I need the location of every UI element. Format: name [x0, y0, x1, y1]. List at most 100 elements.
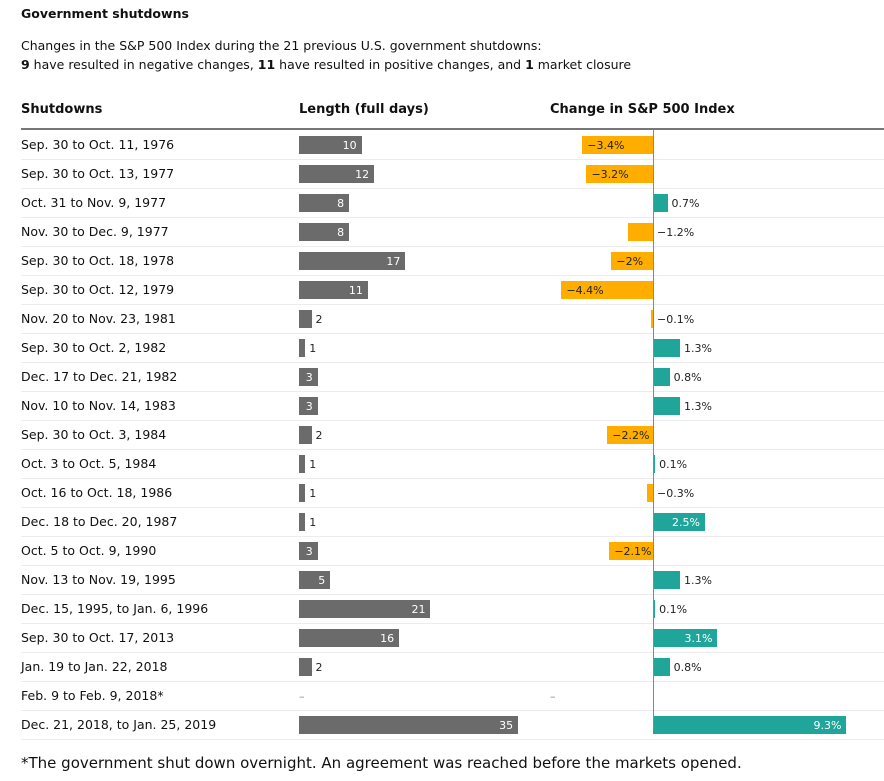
positive-change-bar [653, 571, 681, 589]
subtitle-text: have resulted in negative changes, [29, 57, 258, 72]
length-label: 3 [305, 545, 313, 558]
shutdown-period: Nov. 20 to Nov. 23, 1981 [21, 311, 176, 326]
positive-change-bar [653, 339, 681, 357]
shutdown-period: Dec. 18 to Dec. 20, 1987 [21, 514, 178, 529]
length-bar [299, 310, 312, 328]
table-row: Feb. 9 to Feb. 9, 2018* – – [21, 681, 884, 711]
length-bar: 35 [299, 716, 519, 734]
shutdown-period: Sep. 30 to Oct. 17, 2013 [21, 630, 175, 645]
length-bar [299, 484, 306, 502]
shutdown-period: Sep. 30 to Oct. 2, 1982 [21, 340, 167, 355]
length-label: 21 [411, 603, 426, 616]
change-label: 0.1% [659, 603, 688, 616]
change-label: −0.1% [657, 313, 695, 326]
length-label: 17 [386, 255, 401, 268]
length-label: 8 [337, 197, 345, 210]
length-label: 35 [499, 719, 514, 732]
table-row: Nov. 13 to Nov. 19, 1995 5 1.3% [21, 565, 884, 595]
length-bar [299, 455, 306, 473]
change-label: −0.3% [657, 487, 695, 500]
table-row: Oct. 31 to Nov. 9, 1977 8 0.7% [21, 188, 884, 218]
shutdown-period: Oct. 3 to Oct. 5, 1984 [21, 456, 157, 471]
table-row: Sep. 30 to Oct. 2, 1982 1 1.3% [21, 333, 884, 363]
change-label: −2.2% [612, 429, 650, 442]
change-label: 0.7% [671, 197, 700, 210]
table-row: Dec. 18 to Dec. 20, 1987 1 2.5% [21, 507, 884, 537]
length-label: 10 [342, 139, 357, 152]
zero-line [653, 130, 654, 730]
length-label: 12 [355, 168, 370, 181]
positive-change-bar [653, 600, 656, 618]
change-label: 1.3% [684, 342, 712, 355]
length-bar: 11 [299, 281, 368, 299]
negative-change-bar: −3.4% [582, 136, 653, 154]
positive-change-bar [653, 194, 668, 212]
column-header-length: Length (full days) [299, 102, 429, 117]
change-label: 0.8% [673, 661, 702, 674]
change-label: −2.1% [614, 545, 652, 558]
table-row: Nov. 10 to Nov. 14, 1983 3 1.3% [21, 391, 884, 421]
shutdown-period: Oct. 5 to Oct. 9, 1990 [21, 543, 157, 558]
length-label: 2 [315, 429, 323, 442]
change-label: −3.2% [591, 168, 629, 181]
positive-change-bar: 3.1% [653, 629, 718, 647]
change-label: 1.3% [684, 574, 712, 587]
table-row: Sep. 30 to Oct. 13, 1977 12 −3.2% [21, 159, 884, 189]
length-label: 5 [318, 574, 326, 587]
length-label: 1 [309, 516, 317, 529]
positive-change-bar [653, 368, 670, 386]
negative-change-bar: −2% [611, 252, 653, 270]
shutdown-period: Sep. 30 to Oct. 11, 1976 [21, 137, 175, 152]
neg-count: 9 [21, 57, 30, 72]
length-label: 3 [305, 371, 313, 384]
length-bar: 8 [299, 194, 350, 212]
negative-change-bar [650, 310, 653, 328]
shutdown-period: Dec. 17 to Dec. 21, 1982 [21, 369, 178, 384]
table-row: Oct. 16 to Oct. 18, 1986 1 −0.3% [21, 478, 884, 508]
negative-change-bar: −3.2% [586, 165, 653, 183]
length-bar: 12 [299, 165, 375, 183]
table-row: Nov. 30 to Dec. 9, 1977 8 −1.2% [21, 217, 884, 247]
table-row: Oct. 5 to Oct. 9, 1990 3 −2.1% [21, 536, 884, 566]
subtitle-line-1: Changes in the S&P 500 Index during the … [21, 38, 542, 53]
change-label: −2% [616, 255, 644, 268]
negative-change-bar: −2.2% [607, 426, 653, 444]
chart-title: Government shutdowns [21, 6, 189, 21]
shutdown-period: Oct. 16 to Oct. 18, 1986 [21, 485, 173, 500]
table-row: Dec. 21, 2018, to Jan. 25, 2019 35 9.3% [21, 710, 884, 740]
length-label: 11 [348, 284, 363, 297]
length-label: 2 [315, 661, 323, 674]
change-label: 9.3% [813, 719, 842, 732]
length-bar [299, 426, 312, 444]
table-row: Dec. 15, 1995, to Jan. 6, 1996 21 0.1% [21, 594, 884, 624]
change-label: 1.3% [684, 400, 712, 413]
shutdown-period: Sep. 30 to Oct. 12, 1979 [21, 282, 175, 297]
change-label: −3.4% [587, 139, 625, 152]
shutdown-period: Jan. 19 to Jan. 22, 2018 [21, 659, 168, 674]
shutdown-period: Sep. 30 to Oct. 18, 1978 [21, 253, 175, 268]
closed-count: 1 [525, 57, 534, 72]
negative-change-bar [628, 223, 653, 241]
negative-change-bar [646, 484, 653, 502]
shutdown-period: Dec. 15, 1995, to Jan. 6, 1996 [21, 601, 209, 616]
subtitle-text: market closure [533, 57, 632, 72]
negative-change-bar: −2.1% [609, 542, 653, 560]
shutdown-period: Nov. 10 to Nov. 14, 1983 [21, 398, 176, 413]
negative-change-bar: −4.4% [561, 281, 653, 299]
subtitle: Changes in the S&P 500 Index during the … [21, 36, 631, 74]
change-label: −4.4% [566, 284, 604, 297]
shutdown-period: Feb. 9 to Feb. 9, 2018* [21, 688, 164, 703]
table-row: Sep. 30 to Oct. 3, 1984 2 −2.2% [21, 420, 884, 450]
footnote: *The government shut down overnight. An … [21, 754, 742, 772]
column-header-shutdowns: Shutdowns [21, 102, 103, 117]
table-row: Jan. 19 to Jan. 22, 2018 2 0.8% [21, 652, 884, 682]
pos-count: 11 [257, 57, 276, 72]
length-bar: 17 [299, 252, 406, 270]
shutdown-period: Sep. 30 to Oct. 13, 1977 [21, 166, 175, 181]
length-label: 3 [305, 400, 313, 413]
table-row: Sep. 30 to Oct. 11, 1976 10 −3.4% [21, 130, 884, 160]
length-bar: 3 [299, 397, 318, 415]
length-label: 1 [309, 487, 317, 500]
length-label: 2 [315, 313, 323, 326]
table-row: Sep. 30 to Oct. 18, 1978 17 −2% [21, 246, 884, 276]
